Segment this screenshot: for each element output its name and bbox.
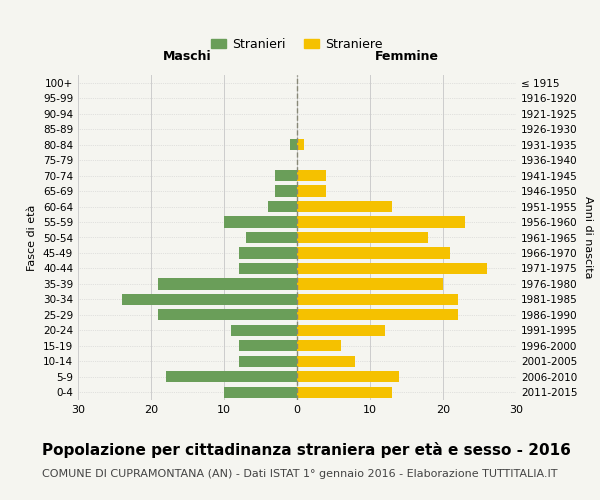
- Bar: [239, 356, 297, 367]
- Bar: [297, 371, 399, 382]
- Text: Femmine: Femmine: [374, 50, 439, 62]
- Bar: [297, 201, 392, 212]
- Bar: [239, 263, 297, 274]
- Bar: [297, 294, 458, 305]
- Bar: [297, 186, 326, 196]
- Bar: [239, 340, 297, 351]
- Bar: [297, 356, 355, 367]
- Y-axis label: Fasce di età: Fasce di età: [28, 204, 37, 270]
- Bar: [224, 216, 297, 228]
- Bar: [268, 201, 297, 212]
- Bar: [239, 248, 297, 258]
- Bar: [297, 216, 465, 228]
- Bar: [297, 170, 326, 181]
- Legend: Stranieri, Straniere: Stranieri, Straniere: [206, 32, 388, 56]
- Bar: [297, 263, 487, 274]
- Bar: [297, 386, 392, 398]
- Bar: [297, 248, 450, 258]
- Y-axis label: Anni di nascita: Anni di nascita: [583, 196, 593, 279]
- Bar: [158, 278, 297, 289]
- Bar: [297, 278, 443, 289]
- Bar: [224, 386, 297, 398]
- Bar: [122, 294, 297, 305]
- Text: COMUNE DI CUPRAMONTANA (AN) - Dati ISTAT 1° gennaio 2016 - Elaborazione TUTTITAL: COMUNE DI CUPRAMONTANA (AN) - Dati ISTAT…: [42, 469, 557, 479]
- Bar: [275, 186, 297, 196]
- Bar: [246, 232, 297, 243]
- Bar: [275, 170, 297, 181]
- Bar: [297, 232, 428, 243]
- Bar: [297, 340, 341, 351]
- Bar: [297, 139, 304, 150]
- Bar: [158, 310, 297, 320]
- Bar: [290, 139, 297, 150]
- Bar: [297, 325, 385, 336]
- Bar: [166, 371, 297, 382]
- Bar: [297, 310, 458, 320]
- Text: Popolazione per cittadinanza straniera per età e sesso - 2016: Popolazione per cittadinanza straniera p…: [42, 442, 571, 458]
- Bar: [232, 325, 297, 336]
- Text: Maschi: Maschi: [163, 50, 212, 62]
